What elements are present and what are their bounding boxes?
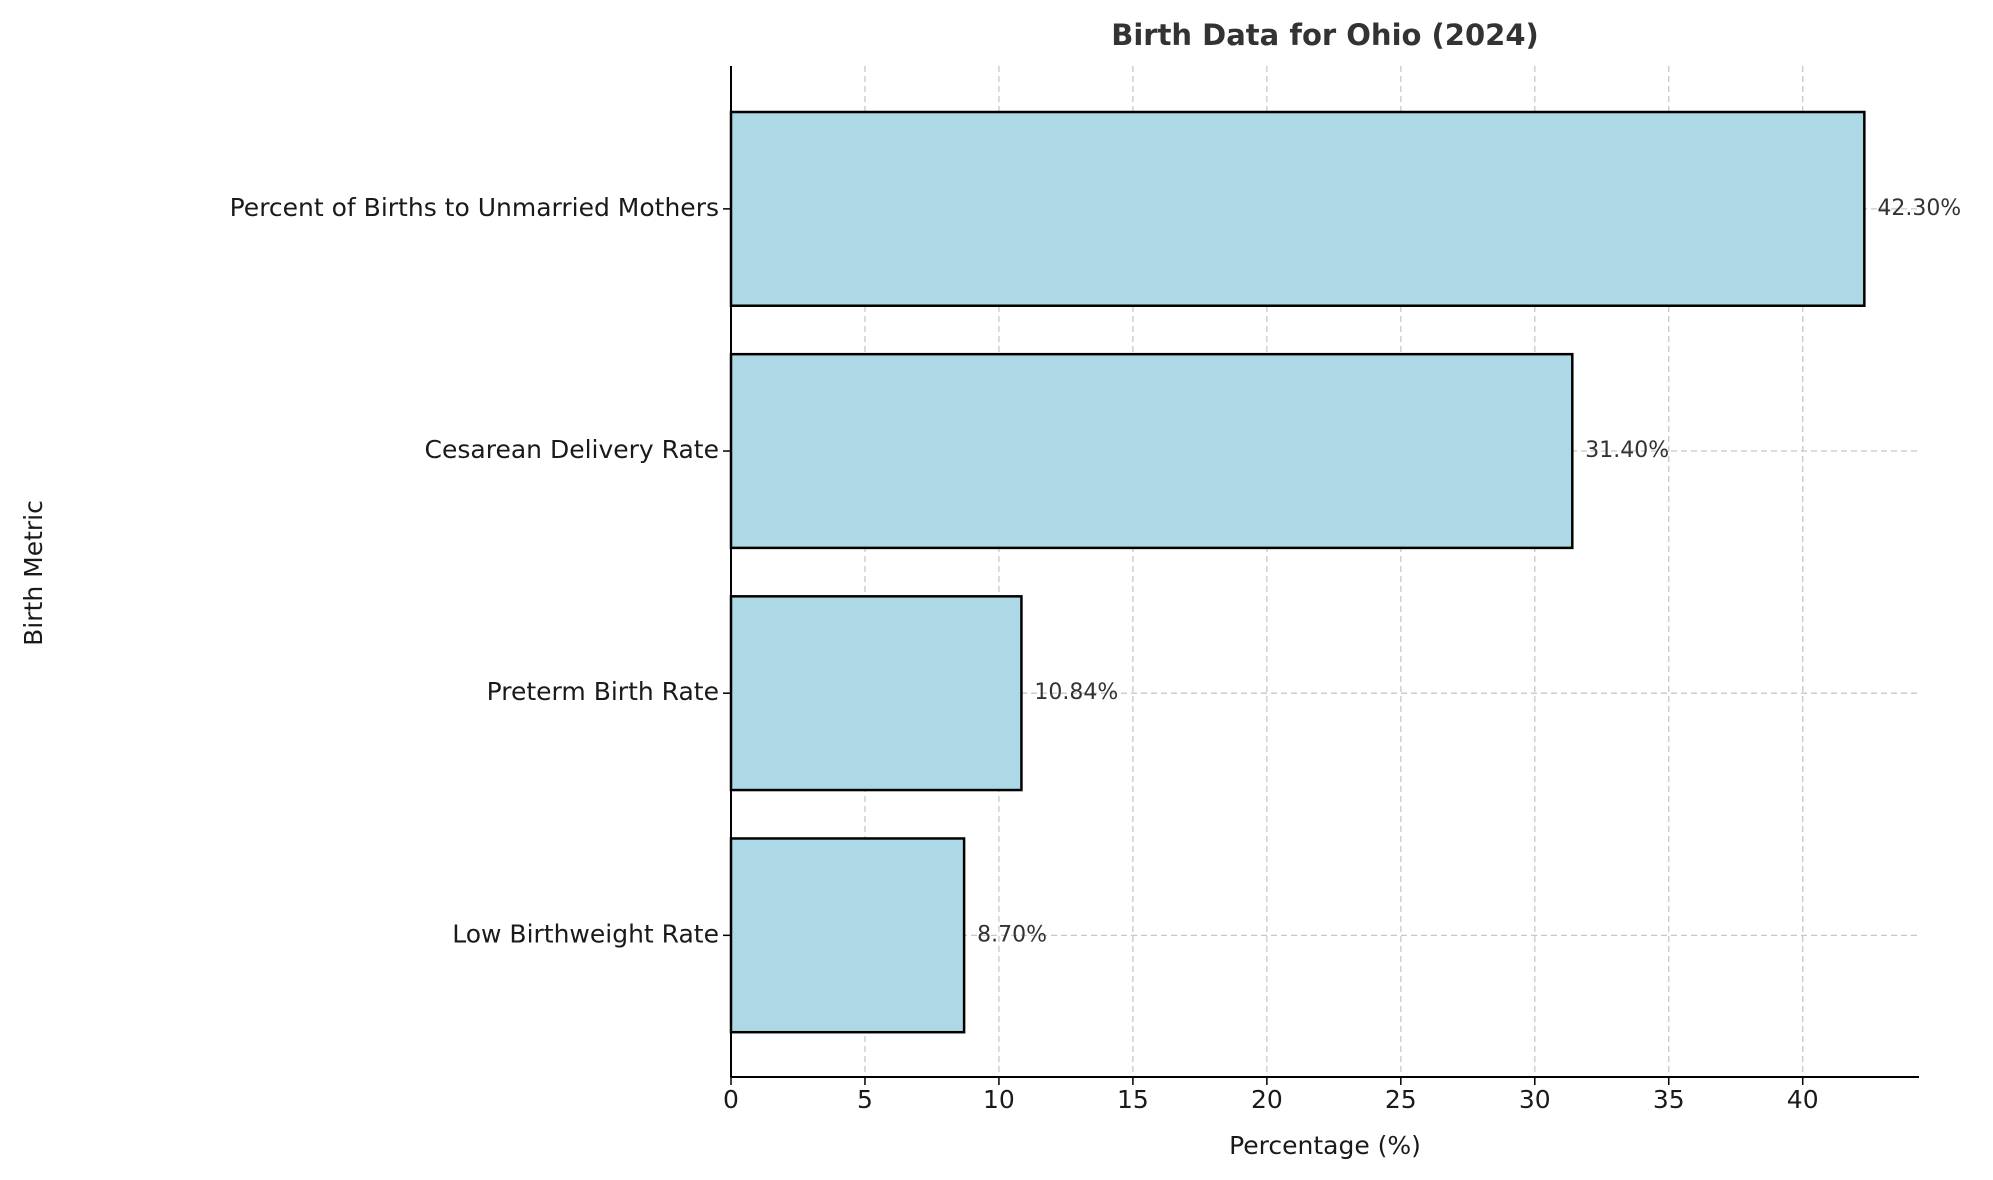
data-label: 8.70% [977,922,1047,947]
data-label: 42.30% [1877,196,1961,221]
x-tick-label: 30 [1519,1085,1551,1114]
x-tick-label: 25 [1385,1085,1417,1114]
y-tick-label: Low Birthweight Rate [452,919,719,948]
x-tick-label: 0 [723,1085,739,1114]
bar [729,595,1023,792]
x-tick-label: 5 [857,1085,873,1114]
x-tick-label: 35 [1653,1085,1685,1114]
x-tick-label: 20 [1251,1085,1283,1114]
x-tick-label: 10 [983,1085,1015,1114]
data-label: 10.84% [1034,680,1118,705]
y-tick-label: Preterm Birth Rate [487,677,719,706]
y-tick-label: Cesarean Delivery Rate [425,435,719,464]
y-axis-label: Birth Metric [19,500,48,646]
y-tick-label: Percent of Births to Unmarried Mothers [230,193,719,222]
bar [729,352,1574,550]
x-axis-label: Percentage (%) [1229,1131,1421,1160]
x-tick-label: 15 [1117,1085,1149,1114]
bar [729,110,1866,307]
data-label: 31.40% [1585,438,1669,463]
bar [729,837,966,1034]
chart-title: Birth Data for Ohio (2024) [1111,18,1539,52]
x-tick-label: 40 [1787,1085,1819,1114]
